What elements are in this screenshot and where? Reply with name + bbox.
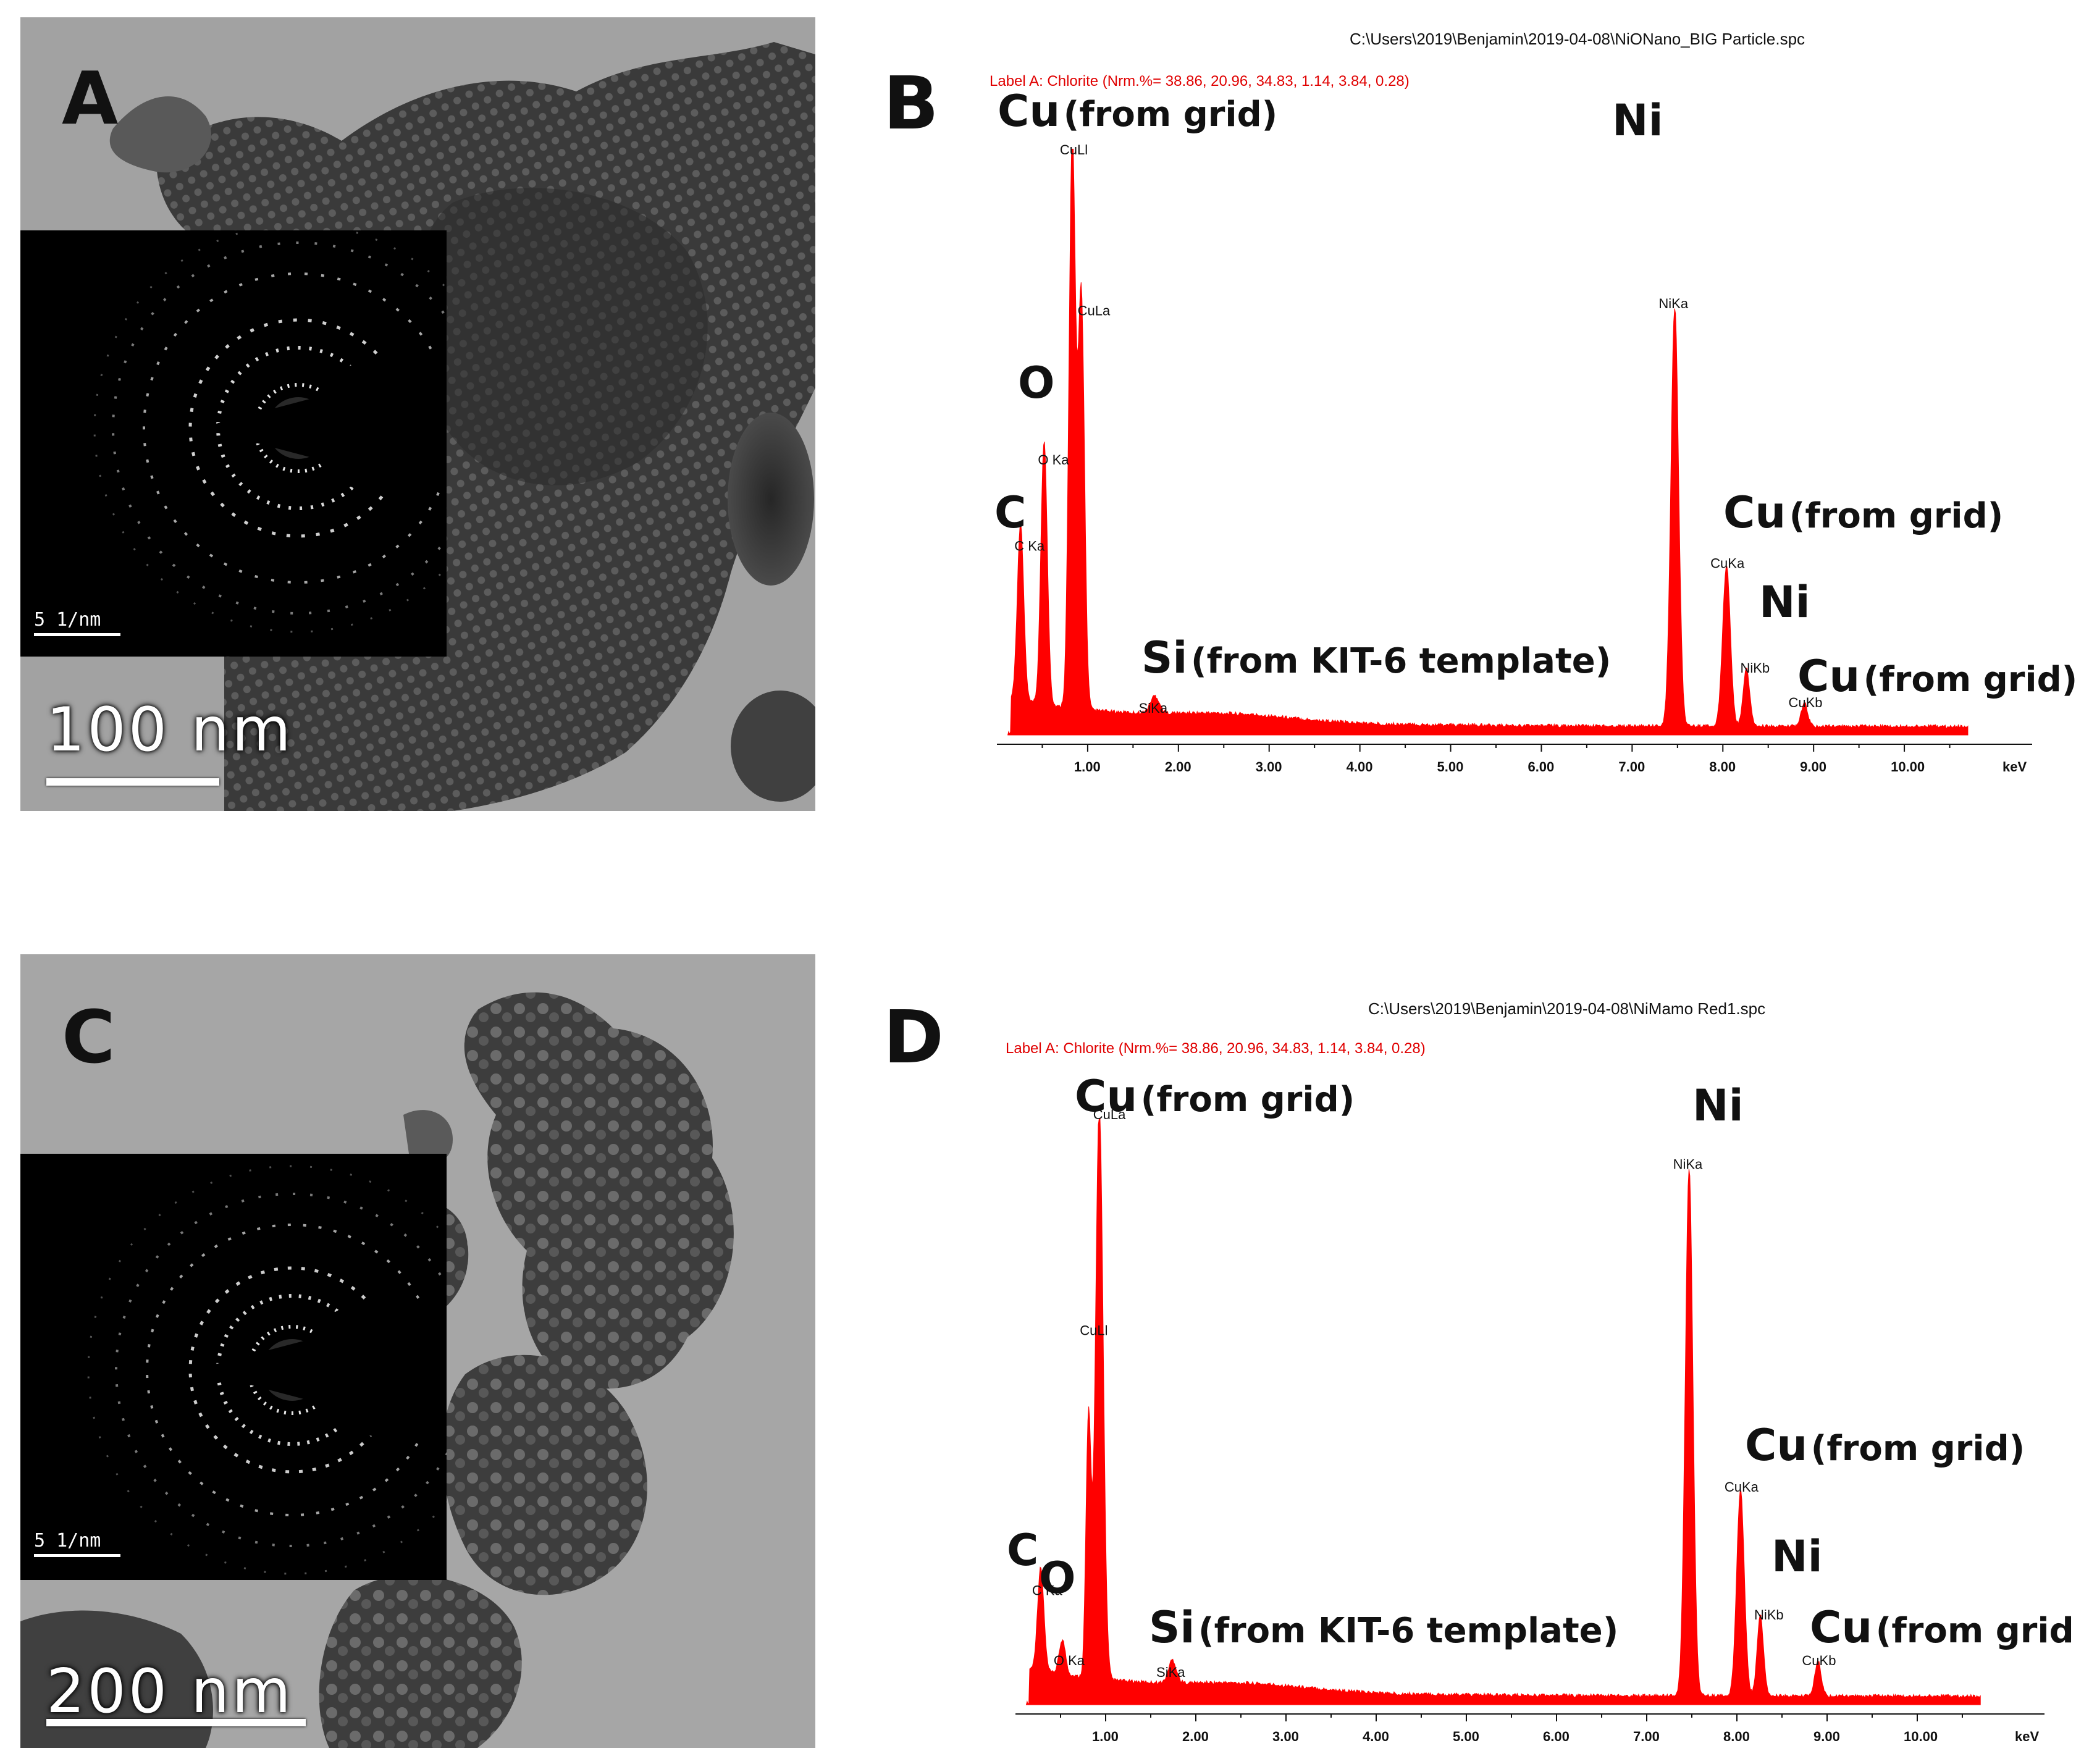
spectrum-area-b xyxy=(1007,148,1969,736)
x-tick-label: 4.00 xyxy=(1347,759,1373,775)
inset-scale-label-a: 5 1/nm xyxy=(34,609,101,631)
spectrum-area-d xyxy=(1025,1118,1981,1705)
peak-label: CuKa xyxy=(1710,556,1745,571)
annotation-si-d: Si (from KIT-6 template) xyxy=(1149,1602,1619,1653)
x-tick-label: 3.00 xyxy=(1256,759,1282,775)
peak-label: C Ka xyxy=(1032,1583,1063,1598)
peak-label: C Ka xyxy=(1014,539,1045,554)
peak-label: SiKa xyxy=(1156,1665,1185,1680)
peak-label: NiKb xyxy=(1754,1607,1784,1623)
eds-plot-b: C Ka O Ka CuLl CuLa SiKa NiKa CuKa NiKb CuKb 1.00… xyxy=(997,142,2032,775)
panel-letter-b: B xyxy=(883,61,939,146)
x-tick-label: 3.00 xyxy=(1272,1729,1299,1744)
file-path-d: C:\Users\2019\Benjamin\2019-04-08\NiMamo… xyxy=(1368,999,1766,1018)
x-tick-label: 8.00 xyxy=(1723,1729,1750,1744)
annotation-cu-mid-d: Cu (from grid) xyxy=(1745,1420,2025,1471)
eds-spectrum-b: C Ka O Ka CuLl CuLa SiKa NiKa CuKa NiKb CuKb 1.00… xyxy=(988,93,2038,791)
x-tick-label: 2.00 xyxy=(1182,1729,1209,1744)
tem-image-c: 5 1/nm 200 nm xyxy=(20,954,815,1748)
inset-scale-bar-a xyxy=(34,633,120,636)
saed-inset-a: 5 1/nm xyxy=(20,230,447,657)
annotation-ni-mid-b: Ni xyxy=(1759,577,1810,628)
x-tick-label: 8.00 xyxy=(1709,759,1736,775)
peak-label: CuKb xyxy=(1788,695,1822,710)
eds-spectrum-d: C Ka O Ka CuLa CuLl SiKa NiKa CuKa NiKb CuKb 1.00… xyxy=(1007,1062,2051,1744)
file-path-b: C:\Users\2019\Benjamin\2019-04-08\NiONan… xyxy=(1350,30,1805,48)
annotation-c-d: C xyxy=(1007,1525,1039,1576)
peak-label: NiKa xyxy=(1673,1156,1703,1172)
annotation-ni-top-d: Ni xyxy=(1692,1080,1744,1131)
x-tick-label: 5.00 xyxy=(1437,759,1464,775)
x-tick-label: 1.00 xyxy=(1074,759,1101,775)
x-tick-label: 6.00 xyxy=(1543,1729,1570,1744)
inset-scale-bar-c xyxy=(34,1554,120,1557)
panel-letter-d: D xyxy=(883,994,944,1080)
panel-letter-c: C xyxy=(62,994,116,1080)
x-tick-label: 7.00 xyxy=(1633,1729,1660,1744)
annotation-cu-low-d: Cu (from grid) xyxy=(1810,1602,2076,1653)
peak-label: O Ka xyxy=(1038,452,1069,468)
x-axis-unit: keV xyxy=(2002,759,2027,775)
peak-label: CuLa xyxy=(1093,1107,1126,1122)
label-a-b: Label A: Chlorite (Nrm.%= 38.86, 20.96, … xyxy=(990,73,1410,90)
eds-plot-d: C Ka O Ka CuLa CuLl SiKa NiKa CuKa NiKb CuKb 1.00… xyxy=(1015,1107,2044,1744)
x-tick-label: 4.00 xyxy=(1363,1729,1389,1744)
annotation-ni-top-b: Ni xyxy=(1612,95,1663,146)
peak-label: CuLa xyxy=(1078,303,1111,318)
peak-label: CuLl xyxy=(1060,142,1088,158)
x-tick-label: 1.00 xyxy=(1092,1729,1119,1744)
x-tick-label: 10.00 xyxy=(1891,759,1925,775)
peak-label: NiKa xyxy=(1658,296,1688,311)
saed-inset-c: 5 1/nm xyxy=(20,1154,447,1580)
scale-label-c: 200 nm xyxy=(46,1657,293,1727)
scale-label-a: 100 nm xyxy=(46,695,293,765)
annotation-cu-top-b: Cu (from grid) xyxy=(998,86,1278,136)
x-tick-label: 9.00 xyxy=(1813,1729,1840,1744)
x-tick-label: 10.00 xyxy=(1904,1729,1938,1744)
peak-label: CuLl xyxy=(1080,1323,1107,1338)
annotation-cu-low-b: Cu (from grid) xyxy=(1797,651,2076,702)
diffraction-rings-a xyxy=(20,230,447,657)
annotation-cu-mid-b: Cu (from grid) xyxy=(1723,487,2004,538)
annotation-ni-mid-d: Ni xyxy=(1771,1531,1823,1582)
peak-label: CuKb xyxy=(1802,1653,1836,1668)
peak-label: SiKa xyxy=(1139,700,1168,716)
label-a-d: Label A: Chlorite (Nrm.%= 38.86, 20.96, … xyxy=(1006,1040,1426,1057)
peak-label: NiKb xyxy=(1740,660,1770,676)
x-tick-label: 5.00 xyxy=(1453,1729,1479,1744)
x-tick-label: 7.00 xyxy=(1618,759,1645,775)
x-axis-unit: keV xyxy=(2015,1729,2039,1744)
tem-image-a: 5 1/nm 100 nm xyxy=(20,17,815,811)
annotation-c-b: C xyxy=(994,487,1027,538)
diffraction-rings-c xyxy=(20,1154,447,1580)
x-tick-label: 9.00 xyxy=(1800,759,1826,775)
scale-bar-c xyxy=(46,1719,306,1726)
x-tick-label: 2.00 xyxy=(1165,759,1191,775)
annotation-o-d: O xyxy=(1039,1553,1076,1603)
annotation-si-b: Si (from KIT-6 template) xyxy=(1141,632,1612,683)
panel-letter-a: A xyxy=(62,56,119,141)
annotation-o-b: O xyxy=(1018,358,1055,408)
inset-scale-label-c: 5 1/nm xyxy=(34,1530,101,1552)
x-tick-label: 6.00 xyxy=(1528,759,1554,775)
peak-label: O Ka xyxy=(1054,1653,1085,1668)
scale-bar-a xyxy=(46,778,219,786)
peak-label: CuKa xyxy=(1725,1479,1759,1495)
annotation-cu-top-d: Cu (from grid) xyxy=(1075,1071,1355,1122)
